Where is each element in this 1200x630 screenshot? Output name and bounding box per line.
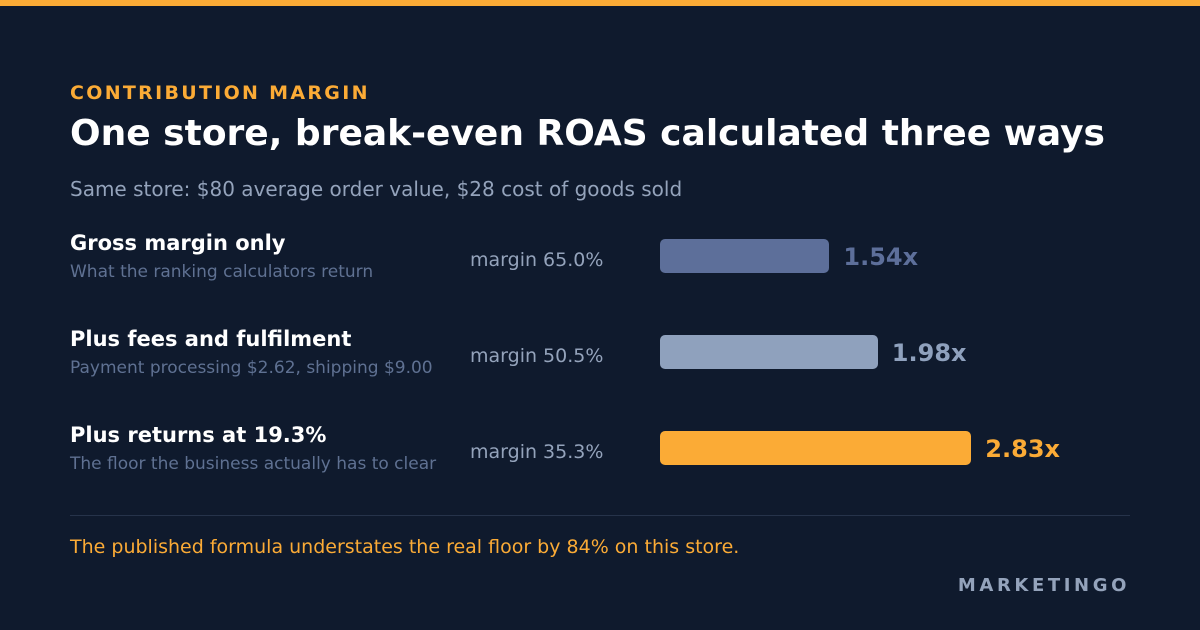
category-note: Payment processing $2.62, shipping $9.00 xyxy=(70,358,433,378)
margin-label: margin 65.0% xyxy=(470,249,604,271)
category-label: Plus returns at 19.3% xyxy=(70,423,327,447)
bar-value-label: 2.83x xyxy=(985,435,1060,463)
bar xyxy=(660,431,972,465)
eyebrow-label: CONTRIBUTION MARGIN xyxy=(70,82,370,104)
accent-bar xyxy=(0,0,1200,6)
category-note: What the ranking calculators return xyxy=(70,262,374,282)
category-label: Plus fees and fulfilment xyxy=(70,327,352,351)
divider xyxy=(70,515,1130,516)
chart-row-fees-fulfilment: Plus fees and fulfilment Payment process… xyxy=(0,327,1200,417)
chart-row-returns: Plus returns at 19.3% The floor the busi… xyxy=(0,423,1200,513)
footnote: The published formula understates the re… xyxy=(70,536,740,558)
brand-logo: MARKETINGO xyxy=(957,575,1130,596)
category-label: Gross margin only xyxy=(70,231,286,255)
margin-label: margin 50.5% xyxy=(470,345,604,367)
page-title: One store, break-even ROAS calculated th… xyxy=(70,113,1105,154)
bar-value-label: 1.98x xyxy=(891,339,967,367)
bar-value-label: 1.54x xyxy=(843,243,919,271)
category-note: The floor the business actually has to c… xyxy=(70,454,437,474)
bar xyxy=(660,239,830,273)
margin-label: margin 35.3% xyxy=(470,441,604,463)
page-subtitle: Same store: $80 average order value, $28… xyxy=(70,177,683,201)
chart-row-gross-margin: Gross margin only What the ranking calcu… xyxy=(0,231,1200,321)
bar xyxy=(660,335,878,369)
